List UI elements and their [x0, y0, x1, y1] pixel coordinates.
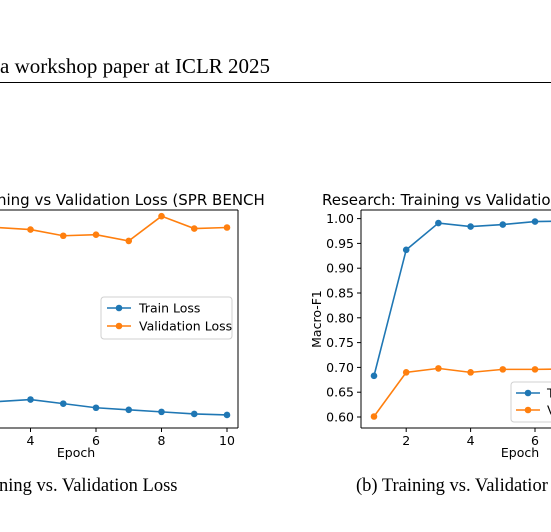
loss-point	[125, 406, 133, 414]
macro-f1-series	[370, 218, 551, 420]
macro-f1-x-ticks: 2 4 6	[402, 428, 539, 448]
macro-f1-y-tick-label: 0.85	[326, 286, 354, 301]
macro-f1-y-tick-label: 0.60	[326, 410, 354, 425]
loss-x-tick-label: 8	[158, 433, 166, 448]
loss-chart-series	[0, 212, 231, 419]
loss-series-line	[0, 215, 228, 242]
macro-f1-series-line	[373, 220, 551, 377]
macro-f1-y-label: Macro-F1	[309, 290, 324, 348]
loss-point	[223, 224, 231, 231]
header-rule	[0, 82, 551, 83]
loss-chart-x-label: Epoch	[57, 445, 95, 460]
macro-f1-point	[402, 369, 410, 376]
macro-f1-chart-title: Research: Training vs Validation	[322, 191, 551, 209]
macro-f1-point	[435, 219, 442, 227]
macro-f1-point	[370, 372, 378, 380]
loss-point	[59, 232, 67, 240]
loss-point	[158, 212, 165, 220]
loss-point	[223, 411, 231, 419]
loss-chart-legend: Train Loss Validation Loss	[100, 296, 233, 340]
loss-legend-label: Train Loss	[138, 301, 200, 316]
running-header: a workshop paper at ICLR 2025	[0, 54, 271, 78]
loss-point	[59, 400, 67, 407]
loss-x-tick-label: 10	[219, 433, 235, 448]
loss-legend-marker	[115, 322, 123, 330]
loss-point	[92, 231, 100, 239]
macro-f1-x-tick-label: 2	[402, 433, 410, 448]
loss-chart-title: ning vs Validation Loss (SPR BENCH	[0, 191, 265, 209]
macro-f1-y-tick-label: 0.80	[326, 310, 354, 325]
macro-f1-y-tick-label: 0.65	[326, 385, 354, 400]
loss-point	[190, 225, 198, 232]
macro-f1-legend-marker	[524, 389, 532, 397]
loss-point	[190, 410, 198, 418]
macro-f1-x-tick-label: 6	[531, 433, 539, 448]
loss-point	[27, 226, 34, 233]
loss-x-tick-label: 6	[92, 433, 100, 448]
loss-point	[92, 404, 100, 412]
macro-f1-point	[435, 365, 442, 372]
loss-legend-marker	[115, 304, 123, 312]
loss-point	[158, 408, 165, 416]
macro-f1-y-tick-label: 0.95	[326, 236, 354, 251]
macro-f1-point	[402, 246, 410, 254]
macro-f1-x-tick-label: 4	[467, 433, 475, 448]
macro-f1-point	[499, 221, 507, 228]
macro-f1-chart: Research: Training vs Validation 1.00 0.9…	[309, 191, 551, 460]
loss-legend-box	[100, 296, 233, 340]
macro-f1-point	[499, 366, 507, 373]
macro-f1-y-tick-label: 0.75	[326, 335, 354, 350]
loss-legend-label: Validation Loss	[139, 319, 232, 334]
loss-series-line	[0, 398, 228, 416]
macro-f1-y-tick-label: 0.70	[326, 360, 354, 375]
macro-f1-point	[370, 413, 378, 420]
macro-f1-x-label: Epoch	[501, 445, 539, 460]
loss-x-tick-label: 4	[27, 433, 35, 448]
macro-f1-y-ticks: 1.00 0.95 0.90 0.85 0.80 0.75 0.70 0.65 0.60	[326, 211, 361, 425]
macro-f1-legend: TV	[510, 381, 551, 423]
macro-f1-legend-box	[510, 381, 551, 423]
caption-left: ning vs. Validation Loss	[0, 476, 178, 496]
macro-f1-legend-label: V	[547, 403, 551, 418]
loss-point	[125, 237, 133, 245]
macro-f1-point	[467, 369, 474, 376]
macro-f1-y-tick-label: 1.00	[326, 211, 354, 226]
macro-f1-y-tick-label: 0.90	[326, 261, 354, 276]
caption-right: (b) Training vs. Validatior	[356, 476, 548, 496]
loss-point	[27, 396, 34, 403]
macro-f1-point	[531, 366, 539, 373]
macro-f1-legend-label: T	[546, 386, 551, 401]
macro-f1-point	[531, 218, 539, 225]
loss-chart-x-ticks: 4 6 8 10	[27, 428, 235, 448]
loss-chart: ning vs Validation Loss (SPR BENCH 4 6 8 10…	[0, 191, 265, 460]
macro-f1-point	[467, 223, 474, 230]
macro-f1-legend-marker	[524, 406, 532, 414]
